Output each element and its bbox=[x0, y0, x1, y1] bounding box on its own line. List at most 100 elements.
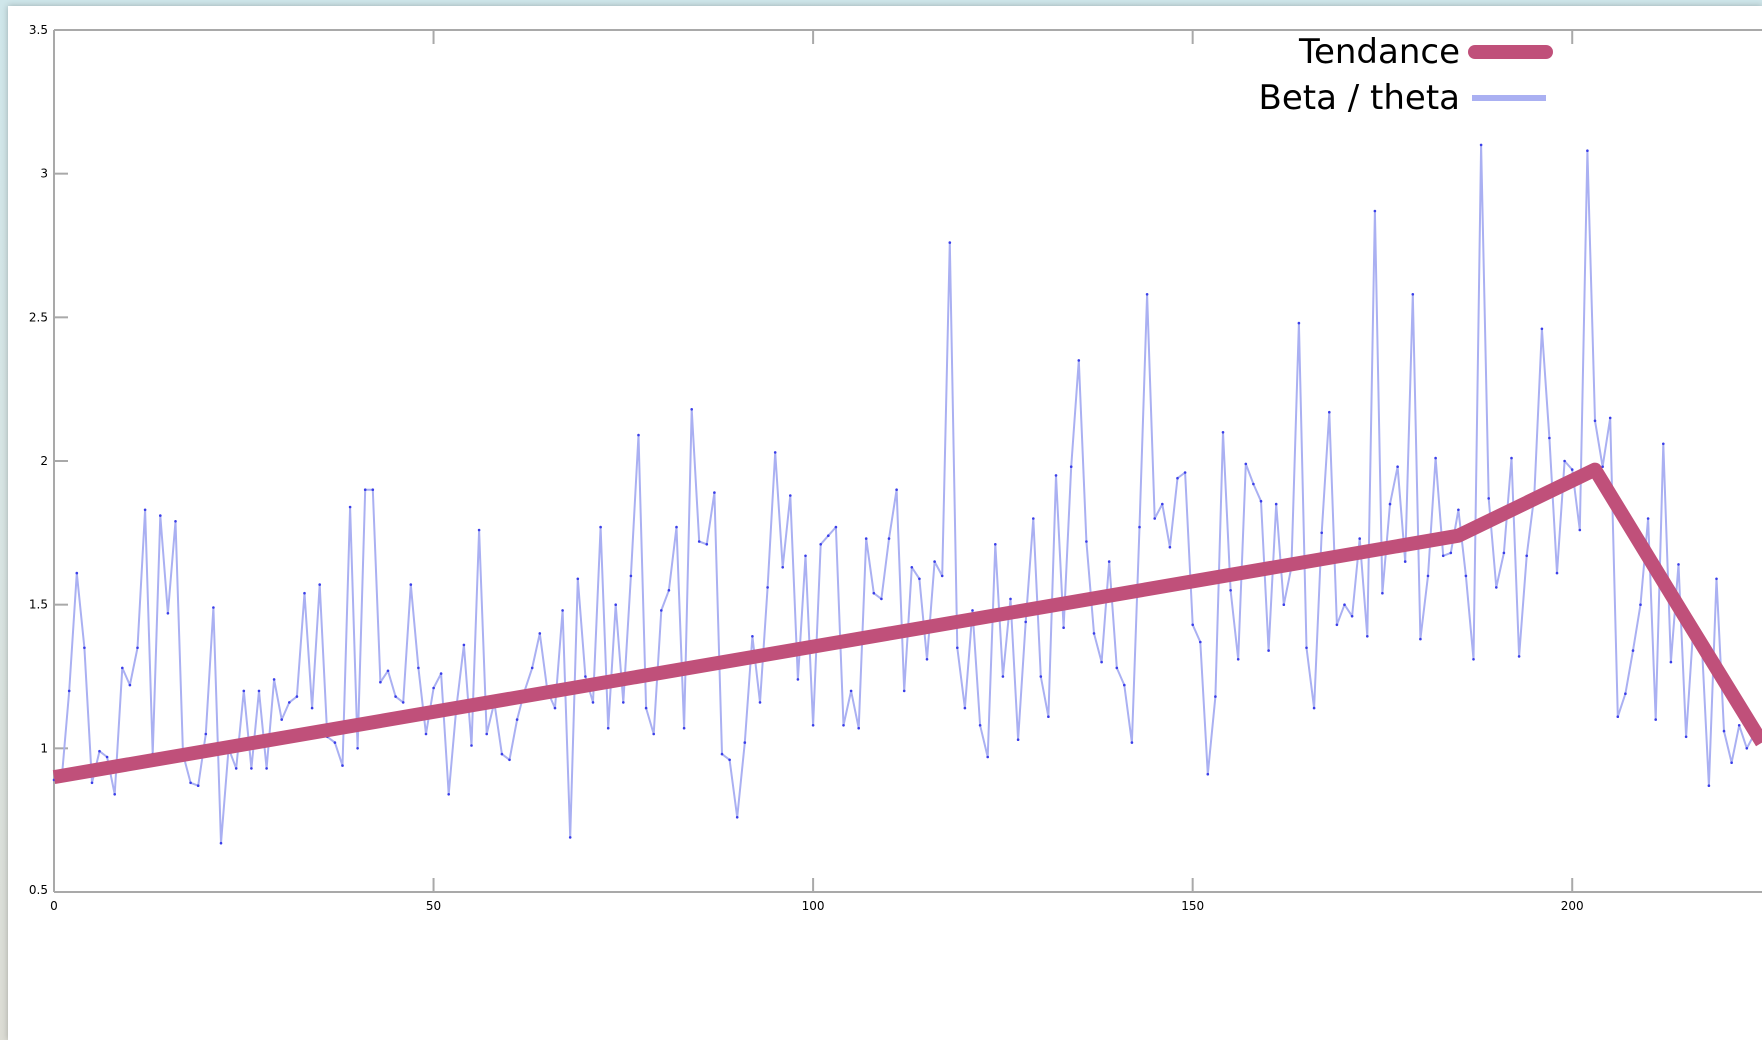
data-point-beta-theta bbox=[485, 732, 489, 736]
data-point-beta-theta bbox=[1441, 554, 1445, 558]
data-point-beta-theta bbox=[508, 758, 511, 762]
data-point-beta-theta bbox=[720, 752, 724, 756]
data-point-beta-theta bbox=[212, 606, 215, 609]
data-point-beta-theta bbox=[910, 566, 914, 569]
data-point-beta-theta bbox=[576, 577, 580, 581]
data-point-beta-theta bbox=[1350, 614, 1354, 618]
data-point-beta-theta bbox=[470, 744, 473, 747]
data-point-beta-theta bbox=[265, 767, 268, 770]
data-point-beta-theta bbox=[1100, 660, 1103, 664]
data-point-beta-theta bbox=[1024, 620, 1027, 624]
data-point-beta-theta bbox=[1548, 436, 1551, 440]
y-tick-label: 0.5 bbox=[29, 883, 48, 897]
data-point-beta-theta bbox=[568, 836, 572, 839]
data-point-beta-theta bbox=[1252, 482, 1255, 486]
data-point-beta-theta bbox=[827, 534, 830, 537]
data-point-beta-theta bbox=[895, 488, 898, 492]
data-point-beta-theta bbox=[1366, 635, 1369, 638]
data-point-beta-theta bbox=[1229, 589, 1232, 592]
data-point-beta-theta bbox=[348, 505, 352, 509]
data-point-beta-theta bbox=[1305, 646, 1308, 650]
data-point-beta-theta bbox=[1639, 603, 1642, 606]
data-point-beta-theta bbox=[1328, 410, 1331, 414]
data-point-beta-theta bbox=[1009, 597, 1012, 601]
y-tick-label: 3.5 bbox=[29, 23, 48, 37]
data-point-beta-theta bbox=[1161, 502, 1164, 506]
data-point-beta-theta bbox=[1358, 537, 1361, 540]
data-point-beta-theta bbox=[113, 793, 116, 796]
data-point-beta-theta bbox=[1145, 293, 1149, 296]
data-point-beta-theta bbox=[1745, 747, 1749, 750]
data-point-beta-theta bbox=[1487, 497, 1490, 500]
data-point-beta-theta bbox=[773, 451, 777, 454]
data-point-beta-theta bbox=[925, 658, 929, 661]
data-point-beta-theta bbox=[1525, 554, 1528, 558]
data-point-beta-theta bbox=[743, 741, 747, 744]
data-point-beta-theta bbox=[1373, 209, 1377, 213]
data-point-beta-theta bbox=[675, 525, 678, 529]
data-point-beta-theta bbox=[500, 752, 504, 756]
data-point-beta-theta bbox=[614, 603, 617, 606]
chart: 0.5 1 1.5 2 2.5 3 3.5 0 50 100 150 200 Tendance Bet… bbox=[29, 23, 1762, 913]
data-point-beta-theta bbox=[986, 755, 989, 759]
data-point-beta-theta bbox=[303, 591, 306, 595]
data-point-beta-theta bbox=[121, 666, 124, 670]
data-point-beta-theta bbox=[1191, 623, 1194, 627]
data-point-beta-theta bbox=[1586, 149, 1589, 152]
data-point-beta-theta bbox=[1107, 560, 1111, 563]
data-point-beta-theta bbox=[1054, 474, 1058, 477]
data-point-beta-theta bbox=[971, 609, 974, 612]
data-point-beta-theta bbox=[417, 666, 420, 670]
data-point-beta-theta bbox=[310, 706, 314, 710]
legend-label-tendance: Tendance bbox=[1298, 32, 1460, 72]
data-point-beta-theta bbox=[1722, 729, 1726, 733]
data-point-beta-theta bbox=[462, 643, 466, 647]
data-point-beta-theta bbox=[1153, 517, 1156, 520]
x-tick-label: 150 bbox=[1181, 899, 1204, 913]
data-point-beta-theta bbox=[318, 583, 322, 586]
data-point-beta-theta bbox=[652, 732, 655, 736]
data-point-beta-theta bbox=[1495, 586, 1498, 589]
data-point-beta-theta bbox=[1274, 502, 1278, 506]
data-point-beta-theta bbox=[1381, 591, 1384, 595]
data-point-beta-theta bbox=[1472, 658, 1475, 661]
data-point-beta-theta bbox=[1001, 675, 1005, 678]
data-point-beta-theta bbox=[1684, 735, 1688, 739]
data-point-beta-theta bbox=[166, 612, 170, 615]
y-tick-label: 1 bbox=[40, 741, 48, 755]
data-point-beta-theta bbox=[1396, 465, 1399, 469]
data-point-beta-theta bbox=[538, 632, 542, 635]
data-point-beta-theta bbox=[1176, 476, 1179, 480]
data-point-beta-theta bbox=[219, 841, 223, 845]
data-point-beta-theta bbox=[1510, 456, 1513, 460]
x-tick-label: 100 bbox=[802, 899, 825, 913]
data-point-beta-theta bbox=[849, 689, 853, 693]
data-point-beta-theta bbox=[1032, 517, 1035, 520]
data-point-beta-theta bbox=[515, 718, 519, 721]
data-point-beta-theta bbox=[1092, 632, 1096, 635]
data-point-beta-theta bbox=[242, 689, 246, 693]
data-point-beta-theta bbox=[637, 433, 640, 437]
data-point-beta-theta bbox=[1479, 143, 1483, 147]
data-point-beta-theta bbox=[606, 726, 610, 730]
data-point-beta-theta bbox=[98, 749, 101, 753]
data-point-beta-theta bbox=[128, 683, 132, 687]
data-point-beta-theta bbox=[280, 718, 284, 721]
data-point-beta-theta bbox=[1123, 683, 1126, 687]
data-point-beta-theta bbox=[250, 767, 253, 770]
data-point-beta-theta bbox=[918, 577, 921, 581]
data-point-beta-theta bbox=[257, 689, 261, 693]
data-point-beta-theta bbox=[1343, 603, 1346, 606]
data-point-beta-theta bbox=[1077, 359, 1081, 362]
data-point-beta-theta bbox=[1069, 465, 1073, 469]
data-point-beta-theta bbox=[690, 408, 693, 411]
data-point-beta-theta bbox=[1168, 545, 1172, 549]
data-point-beta-theta bbox=[713, 491, 716, 494]
data-point-beta-theta bbox=[1737, 724, 1741, 727]
data-point-beta-theta bbox=[333, 741, 337, 744]
data-point-beta-theta bbox=[804, 554, 807, 558]
data-point-beta-theta bbox=[1502, 551, 1506, 555]
data-point-beta-theta bbox=[796, 678, 800, 681]
data-point-beta-theta bbox=[1199, 640, 1202, 644]
data-point-beta-theta bbox=[1563, 459, 1566, 463]
